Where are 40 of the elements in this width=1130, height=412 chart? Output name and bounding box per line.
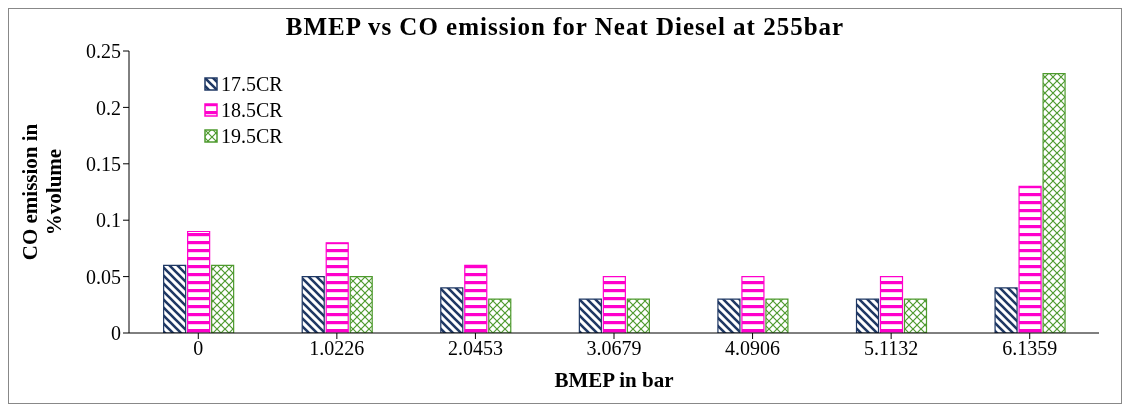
bar [626,298,650,333]
y-tick-label: 0 [111,322,121,345]
x-tick-label: 3.0679 [586,337,642,360]
bar [717,298,741,333]
y-tick-label: 0.2 [96,96,121,119]
bar [211,264,235,333]
x-tick-label: 1.0226 [309,337,365,360]
legend-label: 19.5CR [221,124,283,149]
x-tick-label: 4.0906 [725,337,781,360]
bar [464,264,488,333]
x-tick-label: 0 [193,337,204,360]
bar [1042,72,1066,333]
legend-label: 18.5CR [221,98,283,123]
bar [741,276,765,333]
bar [325,242,349,333]
x-tick-label: 2.0453 [447,337,503,360]
x-tick-label: 5.1132 [864,337,919,360]
bar [301,276,325,333]
bar [765,298,789,333]
y-tick-label: 0.15 [86,152,121,175]
bar [855,298,880,333]
bar [1018,185,1042,333]
bar [163,264,187,333]
bar [349,276,373,333]
bar [602,276,626,333]
y-tick-label: 0.1 [96,209,121,232]
bar [440,287,464,333]
bar [994,287,1018,333]
legend-label: 17.5CR [221,72,283,97]
bar [903,298,928,333]
bar [488,298,512,333]
x-axis-title: BMEP in bar [554,368,674,392]
x-tick-label: 6.1359 [1002,337,1058,360]
bar [879,276,904,333]
y-tick-label: 0.05 [86,265,121,288]
bar [578,298,602,333]
chart-title: BMEP vs CO emission for Neat Diesel at 255bar [284,13,846,41]
bar [187,230,211,333]
y-tick-label: 0.25 [86,40,121,63]
y-axis-title: CO emission in %volume [18,123,66,261]
